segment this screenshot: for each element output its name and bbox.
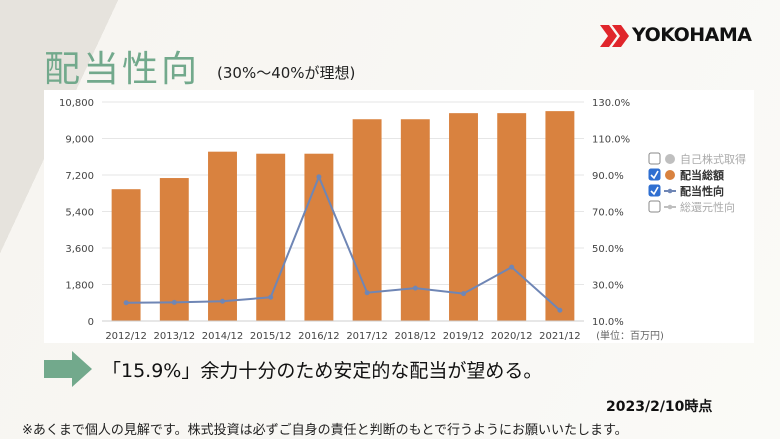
legend-check-mark <box>650 170 659 180</box>
bar <box>304 153 334 321</box>
y-right-tick-label: 50.0% <box>592 244 624 255</box>
y-left-tick-label: 9,000 <box>65 135 94 146</box>
y-right-tick-label: 110.0% <box>592 135 630 146</box>
legend-checkbox-unchecked <box>648 152 661 165</box>
y-right-tick-label: 90.0% <box>592 171 624 182</box>
line-point <box>171 299 177 305</box>
payout-ratio-line <box>126 174 561 311</box>
bar <box>449 113 478 322</box>
x-tick-label: 2020/12 <box>491 331 533 342</box>
y-left-tick-label: 0 <box>88 317 94 328</box>
x-tick-label: 2015/12 <box>250 331 292 342</box>
bar <box>256 153 286 321</box>
legend-label: 総還元性向 <box>680 200 735 214</box>
legend-dot-swatch <box>665 154 675 164</box>
legend-label: 配当総額 <box>680 168 724 182</box>
line-point <box>461 291 466 297</box>
x-tick-label: 2018/12 <box>395 331 437 342</box>
legend-label: 配当性向 <box>680 184 724 198</box>
page-subtitle: (30%～40%が理想) <box>217 64 356 82</box>
bar <box>400 119 430 321</box>
y-left-tick-label: 1,800 <box>65 281 94 292</box>
y-right-tick-label: 130.0% <box>592 98 630 109</box>
unit-label: (単位：百万円) <box>596 329 664 342</box>
y-left-tick-label: 7,200 <box>65 171 94 182</box>
x-tick-label: 2016/12 <box>298 331 340 342</box>
bar <box>497 113 527 322</box>
legend-checkbox-unchecked <box>648 200 661 213</box>
bar <box>111 189 141 321</box>
disclaimer: ※あくまで個人の見解です。株式投資は必ずご自身の責任と判断のもとで行うようにお願… <box>22 423 628 438</box>
bar <box>208 151 237 321</box>
y-left-tick-label: 5,400 <box>65 208 94 219</box>
y-right-tick-label: 30.0% <box>592 281 624 292</box>
logo-text: YOKOHAMA <box>632 24 752 46</box>
line-point <box>557 307 563 313</box>
x-tick-label: 2019/12 <box>443 331 485 342</box>
y-left-tick-label: 3,600 <box>65 244 94 255</box>
legend-label: 自己株式取得 <box>680 152 746 166</box>
arrow-icon <box>44 351 92 387</box>
x-tick-label: 2017/12 <box>346 331 388 342</box>
line-point <box>316 174 322 180</box>
conclusion-text: 「15.9%」余力十分のため安定的な配当が望める。 <box>102 360 543 382</box>
legend-dot-swatch <box>665 170 675 180</box>
bar <box>352 119 382 321</box>
bar <box>159 178 189 321</box>
date-stamp: 2023/2/10時点 <box>606 399 713 415</box>
line-point <box>509 264 515 270</box>
x-tick-label: 2021/12 <box>539 331 581 342</box>
legend-check-mark <box>650 186 659 196</box>
yokohama-logo <box>600 25 629 47</box>
line-point <box>412 285 418 291</box>
line-point <box>220 298 225 304</box>
dividend-chart: 0 1,800 3,600 5,400 7,200 9,000 10,800 10.0% 30.… <box>59 98 746 342</box>
bar <box>545 111 575 321</box>
y-right-tick-label: 10.0% <box>592 317 624 328</box>
x-tick-label: 2014/12 <box>202 331 244 342</box>
page-title: 配当性向 <box>44 49 201 90</box>
x-tick-label: 2012/12 <box>105 331 147 342</box>
line-point <box>364 290 370 296</box>
y-right-tick-label: 70.0% <box>592 208 624 219</box>
line-point <box>123 300 129 306</box>
chart-panel: 0 1,800 3,600 5,400 7,200 9,000 10,800 10.0% 30.… <box>44 90 754 343</box>
legend-marker <box>667 204 673 210</box>
legend-marker <box>667 188 673 194</box>
y-left-tick-label: 10,800 <box>59 98 94 109</box>
line-point <box>268 294 274 300</box>
x-tick-label: 2013/12 <box>154 331 196 342</box>
